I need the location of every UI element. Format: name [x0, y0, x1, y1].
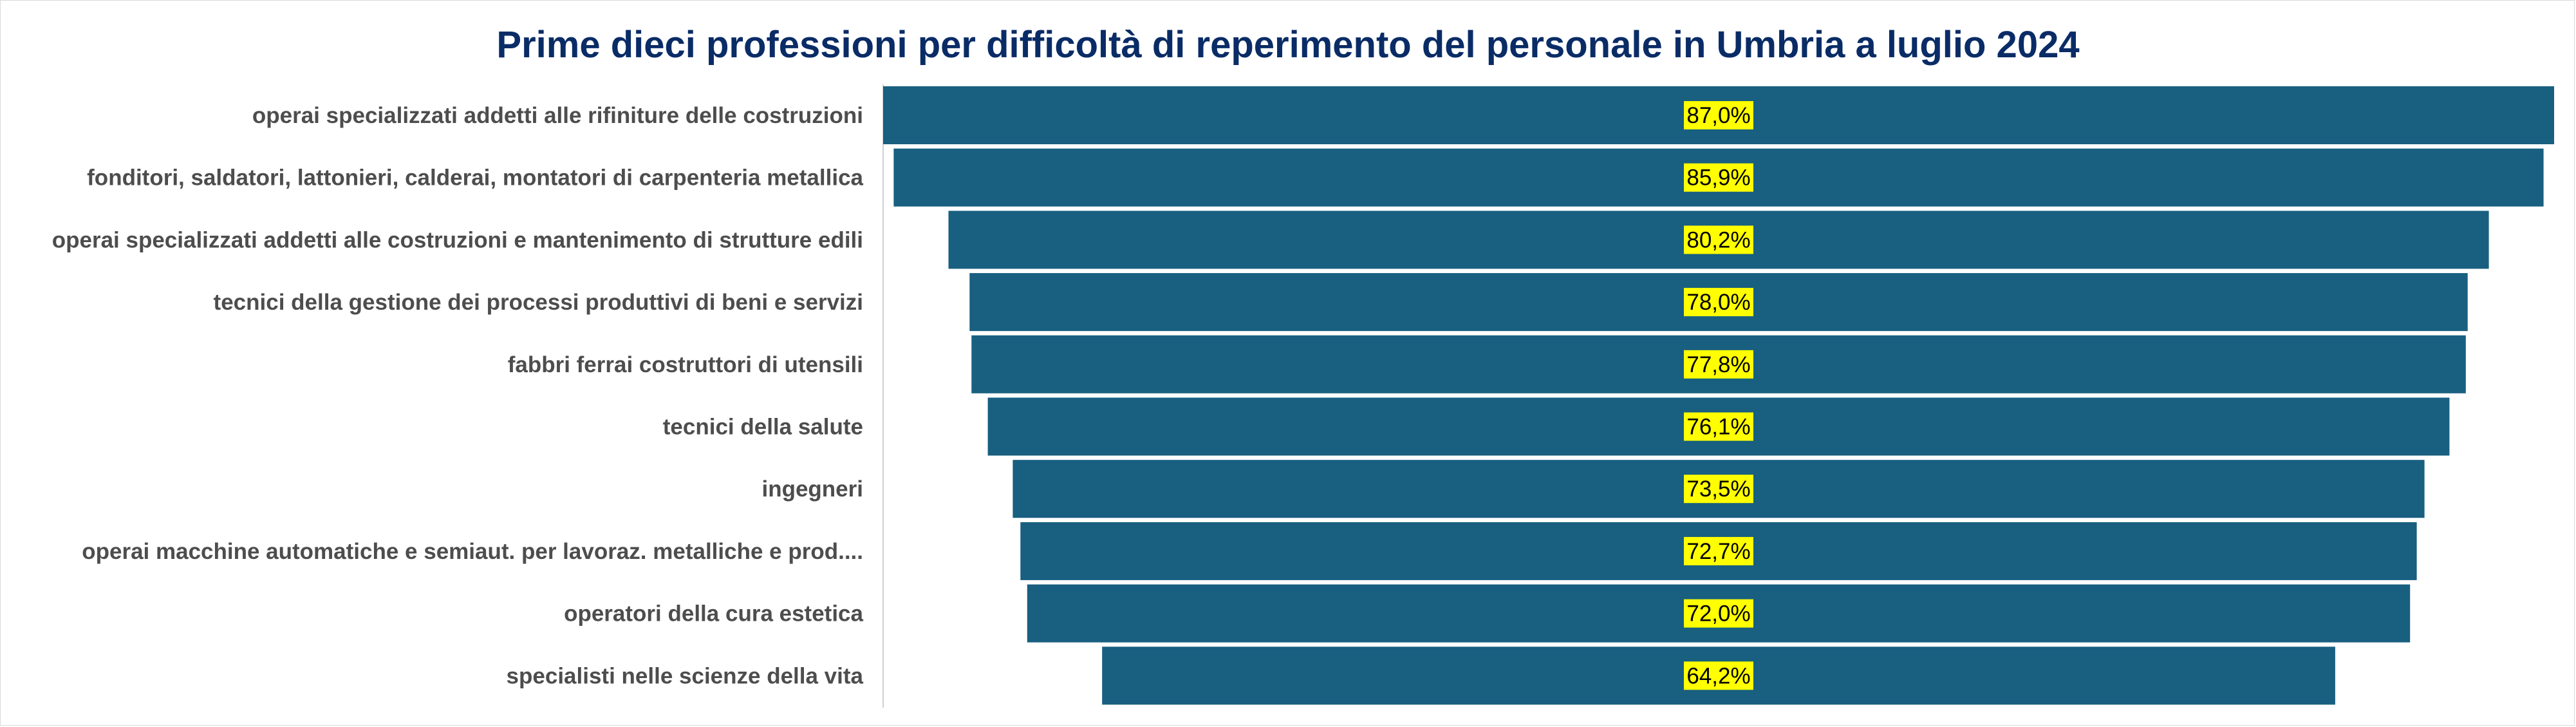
category-label-9: operatori della cura estetica	[564, 601, 863, 627]
category-label-7: ingegneri	[761, 477, 863, 502]
value-label-highlight-10	[1684, 661, 1753, 690]
value-label-6: 76,1%	[1686, 415, 1750, 440]
value-label-9: 72,0%	[1686, 601, 1750, 627]
value-label-highlight-2	[1684, 163, 1753, 192]
category-label-8: operai macchine automatiche e semiaut. p…	[82, 539, 863, 564]
value-label-highlight-5	[1684, 350, 1753, 379]
value-label-highlight-1	[1684, 101, 1753, 129]
category-label-4: tecnici della gestione dei processi prod…	[214, 290, 863, 315]
value-label-8: 72,7%	[1686, 539, 1750, 564]
category-label-6: tecnici della salute	[663, 415, 863, 440]
value-label-highlight-4	[1684, 288, 1753, 317]
category-label-5: fabbri ferrai costruttori di utensili	[508, 352, 863, 377]
value-label-5: 77,8%	[1686, 352, 1750, 377]
value-label-3: 80,2%	[1686, 227, 1750, 252]
value-label-highlight-3	[1684, 225, 1753, 254]
value-label-4: 78,0%	[1686, 290, 1750, 315]
category-label-2: fonditori, saldatori, lattonieri, calder…	[87, 165, 863, 191]
value-label-highlight-9	[1684, 599, 1753, 628]
category-labels-group: operai specializzati addetti alle rifini…	[52, 103, 864, 688]
value-labels-group: 87,0% 85,9% 80,2% 78,0% 77,8% 76,1% 73,5% 72,7%…	[1684, 101, 1753, 690]
value-label-2: 85,9%	[1686, 165, 1750, 191]
value-label-1: 87,0%	[1686, 103, 1750, 128]
category-label-3: operai specializzati addetti alle costru…	[52, 227, 863, 252]
value-label-highlight-8	[1684, 536, 1753, 565]
category-label-1: operai specializzati addetti alle rifini…	[252, 103, 863, 128]
value-label-highlight-7	[1684, 475, 1753, 504]
chart-title: Prime dieci professioni per difficoltà d…	[496, 24, 2079, 66]
value-label-highlight-6	[1684, 412, 1753, 441]
category-label-10: specialisti nelle scienze della vita	[507, 663, 864, 688]
value-label-10: 64,2%	[1686, 663, 1750, 688]
value-label-7: 73,5%	[1686, 477, 1750, 502]
